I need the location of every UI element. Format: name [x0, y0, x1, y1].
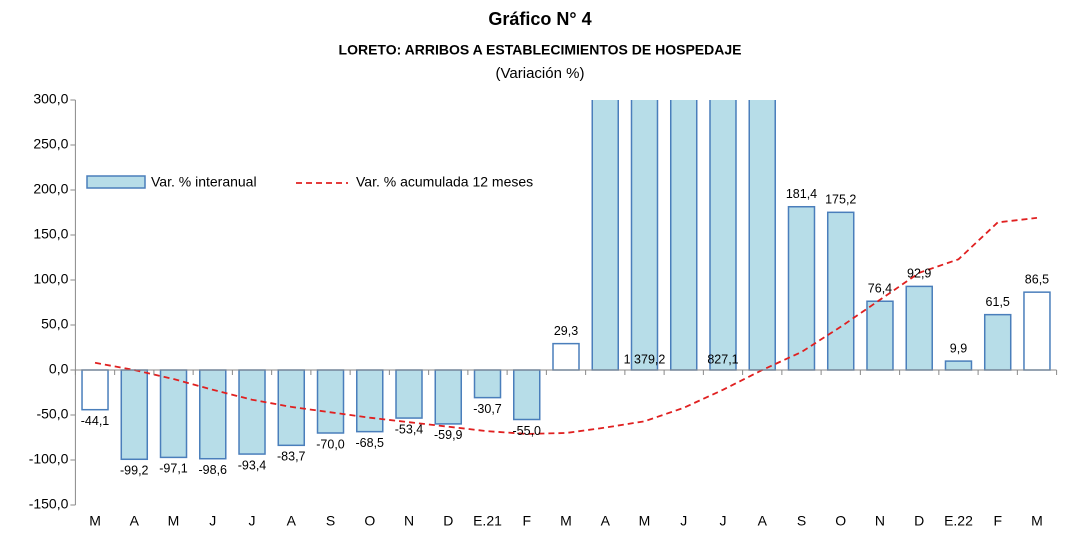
chart-subtitle: LORETO: ARRIBOS A ESTABLECIMIENTOS DE HO… [339, 42, 742, 58]
x-tick-label: J [680, 513, 687, 529]
value-label: -44,1 [81, 414, 110, 428]
y-tick-label: -50,0 [36, 406, 68, 422]
value-label: -55,0 [513, 424, 542, 438]
bar [1023, 291, 1051, 371]
x-tick-label: S [797, 513, 806, 529]
bar [787, 205, 816, 371]
value-label: -98,6 [199, 463, 228, 477]
value-label: -68,5 [356, 436, 385, 450]
y-tick-label: 150,0 [33, 226, 68, 242]
value-label: 827,1 [707, 352, 738, 366]
x-tick-label: M [89, 513, 101, 529]
bar [199, 369, 227, 460]
y-tick-label: 0,0 [49, 361, 69, 377]
x-tick-label: D [443, 513, 453, 529]
x-tick-label: O [364, 513, 375, 529]
bar [395, 369, 423, 419]
y-tick-label: 300,0 [33, 91, 68, 107]
y-tick-label: 250,0 [33, 136, 68, 152]
x-tick-label: A [130, 513, 140, 529]
x-tick-label: A [287, 513, 297, 529]
x-tick-label: D [914, 513, 924, 529]
bar [944, 360, 973, 371]
bar [905, 285, 933, 371]
value-label: -30,7 [473, 402, 502, 416]
bar [81, 369, 109, 411]
value-label: -99,2 [120, 464, 149, 478]
bar [983, 313, 1012, 371]
value-label: 86,5 [1025, 272, 1049, 286]
y-tick-label: -100,0 [29, 451, 69, 467]
plot-area [81, 100, 1051, 461]
value-label: 76,4 [868, 282, 892, 296]
value-label: -70,0 [316, 437, 345, 451]
x-tick-label: A [601, 513, 611, 529]
bar [434, 369, 463, 425]
bar [826, 211, 855, 371]
x-tick-label: J [249, 513, 256, 529]
value-label: 29,3 [554, 324, 578, 338]
x-tick-label: O [835, 513, 846, 529]
bar [513, 369, 541, 421]
x-tick-label: M [1031, 513, 1043, 529]
x-tick-label: E.21 [473, 513, 502, 529]
value-label: 175,2 [825, 193, 856, 207]
value-label: 181,4 [786, 187, 817, 201]
x-tick-label: J [719, 513, 726, 529]
bar [159, 369, 188, 459]
x-tick-label: A [758, 513, 768, 529]
value-label: -59,9 [434, 428, 463, 442]
unit-note: (Variación %) [496, 65, 585, 82]
bar [238, 369, 266, 455]
value-label: -93,4 [238, 458, 267, 472]
value-label: 92,9 [907, 267, 931, 281]
value-label: 61,5 [986, 295, 1010, 309]
legend-label: Var. % acumulada 12 meses [356, 174, 533, 190]
value-label: 1 379,2 [624, 352, 666, 366]
value-label: -53,4 [395, 422, 424, 436]
bar [316, 369, 345, 434]
value-label: 9,9 [950, 341, 967, 355]
bar [552, 342, 580, 371]
bar [866, 300, 894, 371]
x-tick-label: J [209, 513, 216, 529]
value-label: -97,1 [159, 462, 188, 476]
x-tick-label: M [560, 513, 572, 529]
x-tick-label: N [404, 513, 414, 529]
y-tick-label: 50,0 [41, 316, 68, 332]
bar [748, 100, 776, 371]
legend-label: Var. % interanual [151, 174, 257, 190]
x-tick-label: S [326, 513, 335, 529]
bar [473, 369, 502, 399]
y-tick-label: -150,0 [29, 496, 69, 512]
y-tick-label: 100,0 [33, 271, 68, 287]
chart-title: Gráfico N° 4 [488, 9, 591, 29]
x-tick-label: N [875, 513, 885, 529]
x-tick-label: M [639, 513, 651, 529]
bar [120, 369, 149, 461]
x-tick-label: E.22 [944, 513, 973, 529]
line [94, 217, 1038, 435]
value-label: -83,7 [277, 450, 306, 464]
y-tick-label: 200,0 [33, 181, 68, 197]
x-tick-label: F [522, 513, 531, 529]
x-tick-label: F [993, 513, 1002, 529]
bar [356, 369, 384, 433]
legend-swatch [86, 175, 146, 189]
x-tick-label: M [168, 513, 180, 529]
